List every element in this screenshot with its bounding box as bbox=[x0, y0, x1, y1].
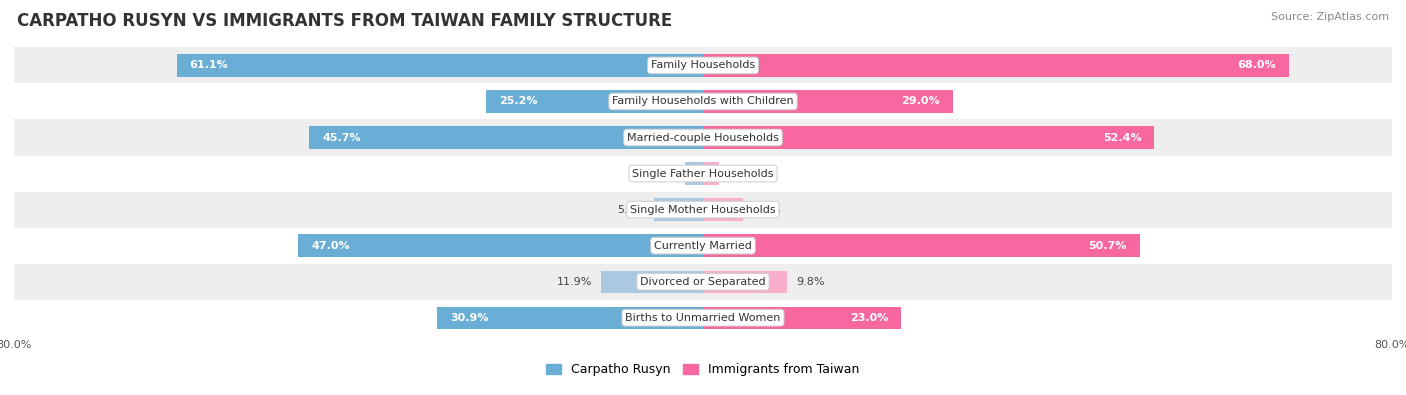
Text: 11.9%: 11.9% bbox=[557, 276, 592, 287]
Bar bbox=[14, 83, 1392, 119]
Text: 45.7%: 45.7% bbox=[322, 132, 361, 143]
Bar bbox=[309, 126, 703, 149]
Bar bbox=[14, 192, 1392, 228]
Bar bbox=[703, 307, 901, 329]
Bar bbox=[14, 300, 1392, 336]
Text: 2.1%: 2.1% bbox=[648, 169, 676, 179]
Bar bbox=[703, 198, 744, 221]
Bar bbox=[177, 54, 703, 77]
Text: Single Mother Households: Single Mother Households bbox=[630, 205, 776, 214]
Bar bbox=[703, 162, 718, 185]
Bar bbox=[703, 126, 1154, 149]
Bar bbox=[437, 307, 703, 329]
Text: 61.1%: 61.1% bbox=[190, 60, 229, 70]
Text: Births to Unmarried Women: Births to Unmarried Women bbox=[626, 313, 780, 323]
Text: 68.0%: 68.0% bbox=[1237, 60, 1275, 70]
Bar bbox=[14, 47, 1392, 83]
Text: 4.7%: 4.7% bbox=[752, 205, 780, 214]
Bar bbox=[298, 235, 703, 257]
Text: Divorced or Separated: Divorced or Separated bbox=[640, 276, 766, 287]
Text: 25.2%: 25.2% bbox=[499, 96, 537, 107]
Text: Currently Married: Currently Married bbox=[654, 241, 752, 251]
Bar bbox=[703, 271, 787, 293]
Bar bbox=[600, 271, 703, 293]
Bar bbox=[703, 90, 953, 113]
Text: 1.8%: 1.8% bbox=[727, 169, 755, 179]
Bar bbox=[14, 228, 1392, 264]
Text: Family Households: Family Households bbox=[651, 60, 755, 70]
Text: CARPATHO RUSYN VS IMMIGRANTS FROM TAIWAN FAMILY STRUCTURE: CARPATHO RUSYN VS IMMIGRANTS FROM TAIWAN… bbox=[17, 12, 672, 30]
Text: 50.7%: 50.7% bbox=[1088, 241, 1126, 251]
Text: 47.0%: 47.0% bbox=[311, 241, 350, 251]
Bar bbox=[685, 162, 703, 185]
Text: 5.7%: 5.7% bbox=[617, 205, 645, 214]
Text: Source: ZipAtlas.com: Source: ZipAtlas.com bbox=[1271, 12, 1389, 22]
Text: Family Households with Children: Family Households with Children bbox=[612, 96, 794, 107]
Bar bbox=[14, 119, 1392, 156]
Bar bbox=[703, 235, 1140, 257]
Legend: Carpatho Rusyn, Immigrants from Taiwan: Carpatho Rusyn, Immigrants from Taiwan bbox=[541, 358, 865, 382]
Text: 52.4%: 52.4% bbox=[1102, 132, 1142, 143]
Bar bbox=[14, 264, 1392, 300]
Bar bbox=[703, 54, 1289, 77]
Text: Single Father Households: Single Father Households bbox=[633, 169, 773, 179]
Text: 30.9%: 30.9% bbox=[450, 313, 488, 323]
Text: Married-couple Households: Married-couple Households bbox=[627, 132, 779, 143]
Text: 9.8%: 9.8% bbox=[796, 276, 824, 287]
Text: 23.0%: 23.0% bbox=[849, 313, 889, 323]
Bar bbox=[486, 90, 703, 113]
Text: 29.0%: 29.0% bbox=[901, 96, 939, 107]
Bar bbox=[14, 156, 1392, 192]
Bar bbox=[654, 198, 703, 221]
